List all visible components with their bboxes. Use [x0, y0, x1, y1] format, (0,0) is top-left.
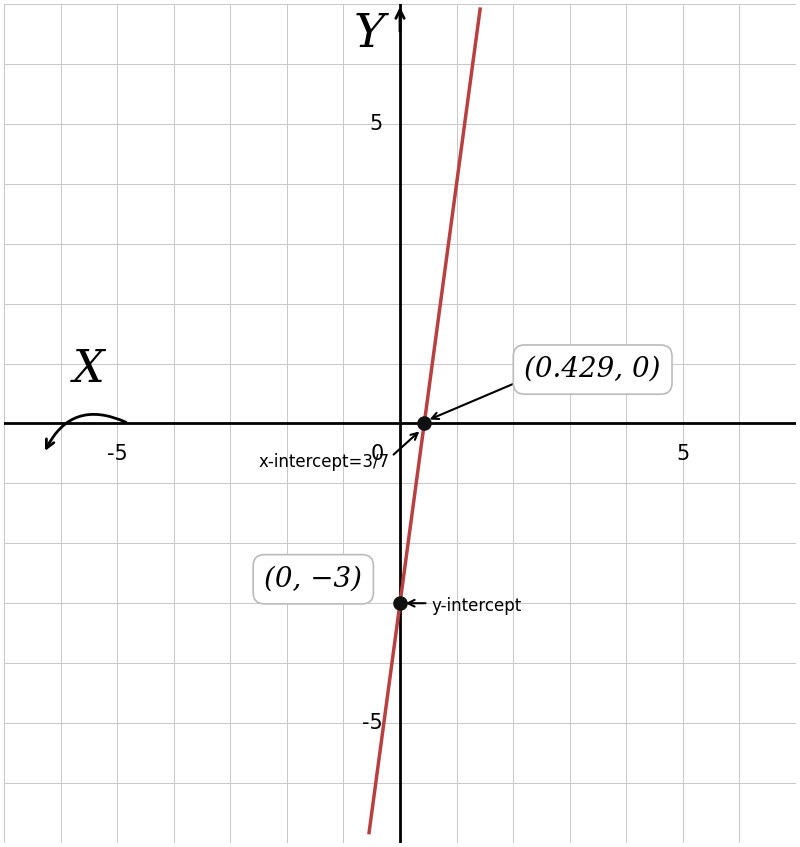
Text: 5: 5: [370, 114, 383, 134]
Text: -5: -5: [107, 445, 128, 464]
Point: [394, 596, 406, 610]
Point: [418, 417, 430, 430]
Text: Y: Y: [354, 12, 385, 57]
Text: 0: 0: [370, 445, 384, 464]
Text: -5: -5: [362, 713, 383, 733]
Text: 5: 5: [676, 445, 690, 464]
Text: x-intercept=3/7: x-intercept=3/7: [258, 453, 390, 472]
Text: (0, −3): (0, −3): [264, 566, 362, 593]
Text: X: X: [73, 348, 105, 391]
Text: y-intercept: y-intercept: [431, 597, 522, 615]
Text: (0.429, 0): (0.429, 0): [525, 356, 661, 383]
